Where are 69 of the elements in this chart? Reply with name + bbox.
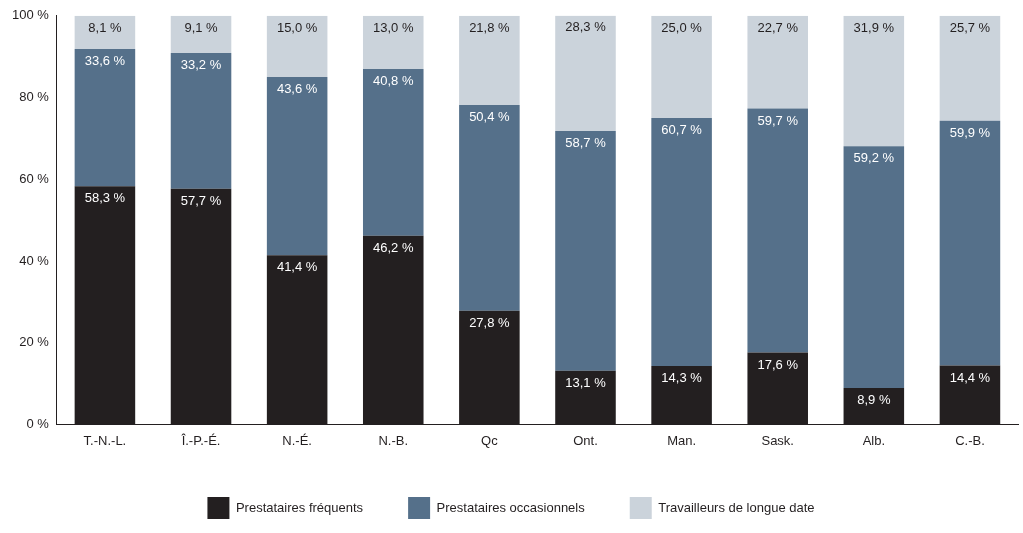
x-tick-label: Ont.: [573, 432, 598, 448]
data-label: 14,4 %: [949, 369, 991, 385]
y-tick-label: 0 %: [26, 415, 50, 431]
y-tick-label: 40 %: [19, 252, 50, 268]
bar: [266, 77, 328, 256]
data-label: 59,9 %: [949, 124, 991, 140]
bar: [74, 15, 136, 49]
data-label: 57,7 %: [180, 192, 222, 208]
data-label: 40,8 %: [373, 73, 414, 88]
data-label: 60,7 %: [661, 122, 703, 138]
data-label: 25,0 %: [661, 19, 703, 35]
bar: [843, 146, 905, 389]
data-label: 58,7 %: [565, 135, 607, 151]
data-label: 13,1 %: [565, 374, 607, 390]
data-label: 58,3 %: [84, 190, 126, 206]
data-label: 41,4 %: [276, 259, 318, 275]
legend-label: Travailleurs de longue date: [658, 499, 815, 515]
legend-label: Prestataires fréquents: [235, 499, 364, 515]
data-label: 15,0 %: [276, 19, 318, 35]
bar: [362, 68, 424, 236]
data-label: 43,6 %: [276, 81, 318, 97]
bar: [362, 15, 424, 69]
y-tick-label: 100 %: [11, 7, 50, 23]
data-label: 14,3 %: [661, 370, 703, 386]
x-tick-label: Alb.: [862, 432, 886, 448]
bar: [939, 120, 1001, 366]
data-label: 21,8 %: [469, 19, 511, 35]
y-tick-label: 60 %: [19, 170, 50, 186]
data-label: 8,9 %: [857, 392, 891, 408]
data-label: 25,7 %: [949, 19, 991, 35]
x-tick-label: N.-É.: [282, 432, 312, 448]
bar: [843, 15, 905, 147]
data-label: 8,1 %: [88, 19, 122, 35]
x-tick-label: T.-N.-L.: [83, 432, 127, 448]
bar: [266, 15, 328, 78]
data-label: 28,3 %: [565, 19, 607, 35]
x-tick-label: Sask.: [761, 432, 794, 448]
bar: [651, 15, 712, 118]
x-tick-label: C.-B.: [955, 432, 985, 448]
bar: [170, 52, 232, 189]
bar: [747, 15, 808, 109]
x-tick-label: Man.: [667, 432, 697, 448]
data-label: 22,7 %: [757, 19, 799, 35]
data-label: 9,1 %: [184, 19, 219, 35]
bar: [651, 117, 712, 366]
data-label: 17,6 %: [757, 356, 799, 372]
data-label: 13,0 %: [373, 19, 414, 35]
x-tick-label: Qc: [481, 432, 499, 448]
data-label: 59,2 %: [853, 150, 895, 166]
data-label: 33,6 %: [84, 52, 126, 68]
data-label: 33,2 %: [180, 57, 222, 73]
x-tick-label: N.-B.: [378, 432, 409, 448]
bar: [459, 15, 520, 105]
bar: [555, 131, 616, 371]
bar: [170, 15, 232, 53]
data-label: 31,9 %: [853, 19, 895, 35]
data-label: 46,2 %: [373, 239, 414, 255]
y-tick-label: 80 %: [19, 89, 50, 105]
bar: [747, 108, 808, 353]
legend-label: Prestataires occasionnels: [436, 499, 586, 515]
bar: [939, 15, 1001, 121]
bar: [459, 104, 520, 311]
data-label: 59,7 %: [757, 112, 799, 128]
y-tick-label: 20 %: [19, 334, 50, 350]
x-tick-label: Î.-P.-É.: [180, 432, 221, 448]
data-label: 50,4 %: [469, 108, 511, 124]
data-label: 27,8 %: [469, 314, 511, 330]
bar: [74, 48, 136, 187]
bar: [555, 15, 616, 132]
